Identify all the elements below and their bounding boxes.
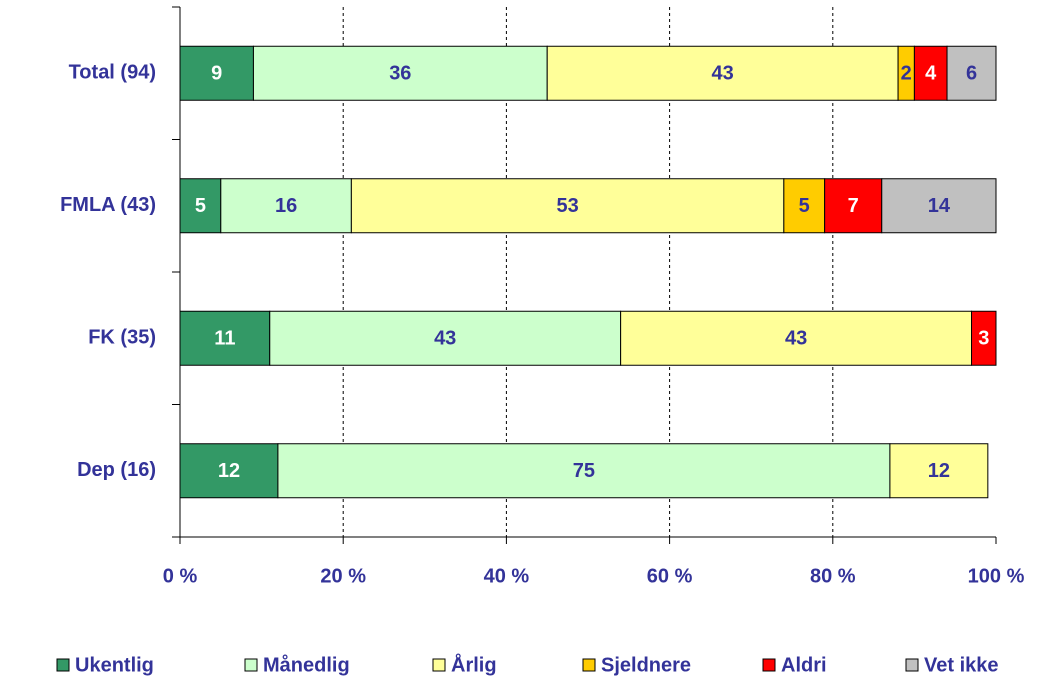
data-label: 36 bbox=[389, 63, 411, 85]
x-tick-label: 80 % bbox=[810, 565, 856, 587]
legend-label: Årlig bbox=[451, 652, 497, 676]
x-tick-label: 100 % bbox=[968, 565, 1025, 587]
bar-segment bbox=[179, 45, 254, 101]
bar-segment bbox=[620, 310, 973, 366]
data-label: 11 bbox=[214, 328, 235, 350]
bar-segment bbox=[971, 310, 997, 366]
bar-segment bbox=[546, 45, 899, 101]
data-label: 43 bbox=[434, 328, 456, 350]
y-tick-label: Dep (16) bbox=[77, 459, 156, 481]
legend-label: Ukentlig bbox=[75, 654, 154, 676]
data-label: 12 bbox=[928, 460, 950, 482]
x-tick-label: 0 % bbox=[163, 565, 198, 587]
legend-label: Månedlig bbox=[263, 653, 350, 676]
legend-swatch bbox=[582, 658, 596, 672]
bar-segment bbox=[881, 178, 997, 234]
bar-segment bbox=[179, 310, 271, 366]
data-label: 9 bbox=[211, 63, 222, 85]
legend-swatch bbox=[244, 658, 258, 672]
legend-label: Vet ikke bbox=[924, 654, 999, 676]
data-label: 7 bbox=[848, 195, 859, 217]
bar-segment bbox=[179, 178, 222, 234]
bar-segment bbox=[913, 45, 948, 101]
legend-swatch bbox=[905, 658, 919, 672]
legend-swatch bbox=[432, 658, 446, 672]
bar-segment bbox=[252, 45, 548, 101]
legend-swatch bbox=[762, 658, 776, 672]
bar-segment bbox=[269, 310, 622, 366]
bar-segment bbox=[277, 443, 891, 499]
data-label: 4 bbox=[925, 63, 937, 85]
x-tick-label: 40 % bbox=[484, 565, 530, 587]
data-label: 5 bbox=[195, 195, 206, 217]
bar-segment bbox=[889, 443, 989, 499]
bar-segment bbox=[179, 443, 279, 499]
bar-segment bbox=[350, 178, 785, 234]
x-tick-label: 60 % bbox=[647, 565, 693, 587]
y-tick-label: FMLA (43) bbox=[60, 194, 156, 216]
data-label: 43 bbox=[712, 63, 734, 85]
data-label: 75 bbox=[573, 460, 595, 482]
bar-segment bbox=[783, 178, 826, 234]
data-label: 16 bbox=[275, 195, 297, 217]
y-tick-label: FK (35) bbox=[88, 327, 156, 349]
data-label: 6 bbox=[966, 63, 977, 85]
bar-segment bbox=[824, 178, 883, 234]
x-tick-label: 20 % bbox=[320, 565, 366, 587]
data-label: 2 bbox=[901, 63, 912, 85]
data-label: 14 bbox=[928, 195, 951, 217]
legend-label: Aldri bbox=[781, 654, 827, 676]
data-label: 12 bbox=[218, 460, 240, 482]
data-label: 5 bbox=[799, 195, 810, 217]
data-label: 43 bbox=[785, 328, 807, 350]
data-label: 53 bbox=[556, 195, 578, 217]
data-label: 3 bbox=[978, 328, 989, 350]
legend-label: Sjeldnere bbox=[601, 654, 691, 676]
legend-swatch bbox=[56, 658, 70, 672]
y-tick-label: Total (94) bbox=[69, 62, 156, 84]
bar-segment bbox=[946, 45, 997, 101]
